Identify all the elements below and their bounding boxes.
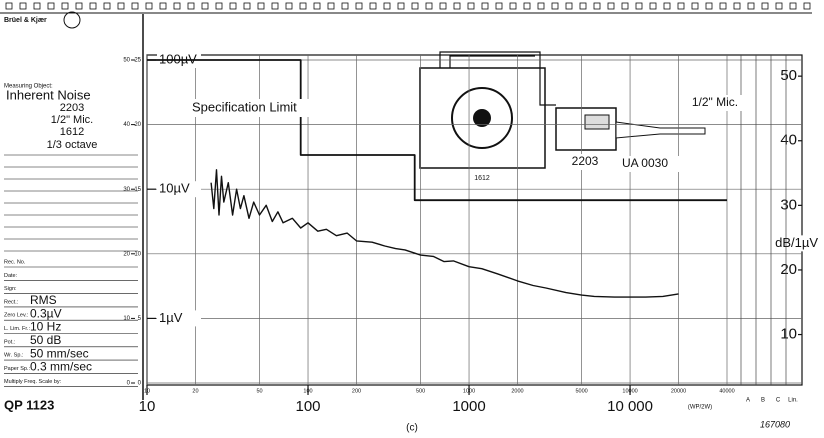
diagram-label: 1612	[474, 175, 490, 182]
y-tick-label: 10	[123, 316, 130, 322]
voltage-tick-label: 100µV	[159, 51, 197, 66]
y3-tick-label: 10	[134, 251, 141, 257]
x-tick-label-small: 5000	[575, 388, 587, 394]
x-tick-label-small: 40000	[719, 388, 734, 394]
voltage-tick-label: 1µV	[159, 310, 183, 325]
field-label: Zero Lev.:	[4, 313, 29, 319]
y-tick-label: 40	[123, 122, 130, 128]
x-tick-label-small: 20000	[671, 388, 686, 394]
field-label: Sign:	[4, 286, 17, 292]
x-tick-label: 10	[139, 398, 156, 415]
field-label: Paper Sp.:	[4, 366, 30, 372]
field-value: 10 Hz	[30, 320, 61, 334]
y2-tick-label: 10	[780, 326, 797, 343]
code: 167080	[760, 419, 790, 429]
y-tick-label: 50	[123, 58, 130, 64]
field-value: 0.3µV	[30, 306, 62, 320]
background	[0, 0, 824, 438]
x-tick-label-small: 2000	[511, 388, 523, 394]
meter-window	[585, 115, 609, 129]
field-value: 50 mm/sec	[30, 346, 89, 360]
y2-axis-label: dB/1µV	[775, 235, 818, 250]
y3-tick-label: 15	[134, 187, 141, 193]
weighting-label: Lin.	[788, 398, 798, 404]
x-tick-label-small: 20	[192, 388, 198, 394]
diagram-label: 2203	[572, 154, 599, 168]
x-tick-label: 1000	[452, 398, 485, 415]
field-label: Wr. Sp.:	[4, 353, 24, 359]
field-label: Rec. No.	[4, 259, 26, 265]
object-line: Inherent Noise	[6, 87, 91, 102]
field-value: RMS	[30, 293, 57, 307]
brand: Brüel & Kjær	[4, 17, 47, 24]
field-value: 50 dB	[30, 333, 61, 347]
weighting-label: C	[776, 398, 781, 404]
x-tick-label: 10 000	[607, 398, 653, 415]
field-label: Multiply Freq. Scale by:	[4, 379, 62, 385]
weighting-label: B	[761, 398, 765, 404]
x-tick-label-small: 500	[416, 388, 425, 394]
weighting-note: (WP/2W)	[688, 405, 712, 411]
object-line: 1/2" Mic.	[51, 114, 93, 126]
diagram-label: 1/2" Mic.	[692, 95, 738, 109]
y3-tick-label: 25	[134, 58, 141, 64]
y2-tick-label: 30	[780, 196, 797, 213]
field-label: L. Lim. Fr.:	[4, 326, 30, 332]
object-line: 1/3 octave	[47, 139, 98, 151]
y2-tick-label: 50	[780, 67, 797, 84]
form-number: QP 1123	[4, 397, 54, 412]
y-tick-label: 30	[123, 187, 130, 193]
x-tick-label-small: 200	[352, 388, 361, 394]
field-label: Date:	[4, 273, 18, 279]
series-label: Specification Limit	[192, 99, 297, 114]
weighting-label: A	[746, 398, 750, 404]
field-label: Rect.:	[4, 299, 19, 305]
object-line: 1612	[60, 126, 84, 138]
y3-tick-label: 20	[134, 122, 141, 128]
x-tick-label-small: 50	[256, 388, 262, 394]
object-line: 2203	[60, 102, 84, 114]
voltage-tick-label: 10µV	[159, 181, 190, 196]
x-tick-label: 100	[296, 398, 321, 415]
field-value: 0.3 mm/sec	[30, 360, 92, 374]
field-label: Pot.:	[4, 339, 16, 345]
caption: (c)	[406, 423, 418, 434]
y2-tick-label: 40	[780, 132, 797, 149]
y-tick-label: 20	[123, 251, 130, 257]
recording-chart: Brüel & Kjær Measuring Object: Inherent …	[0, 0, 824, 438]
diagram-label: UA 0030	[622, 156, 668, 170]
y2-tick-label: 20	[780, 261, 797, 278]
